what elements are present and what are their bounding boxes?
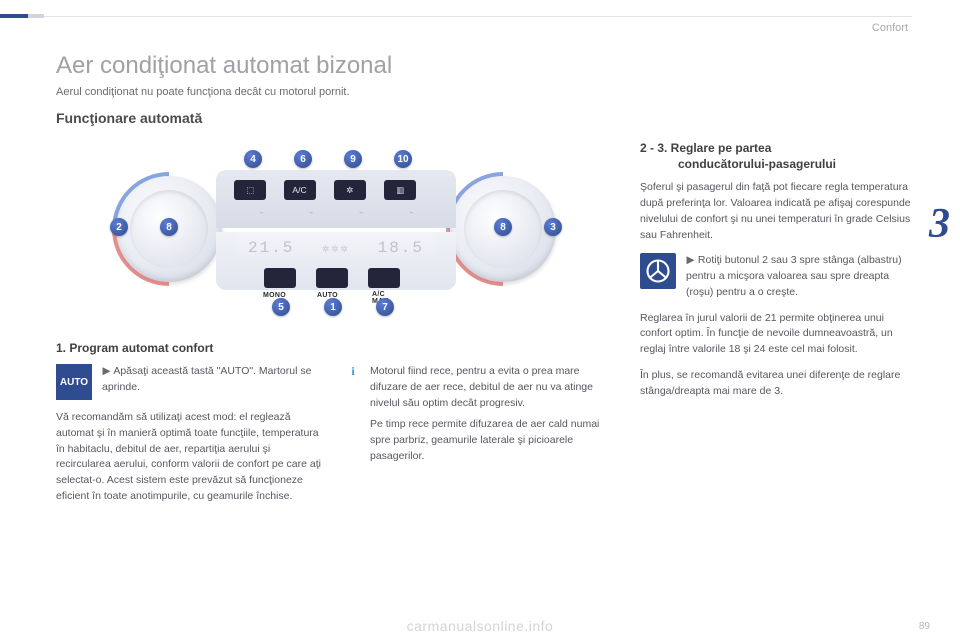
bubble-10: 10 xyxy=(394,150,412,168)
lcd-fan-icon: ✲✲✲ xyxy=(322,241,350,256)
info-block: i Motorul fiind rece, pentru a evita o p… xyxy=(346,364,616,475)
bubble-8a: 8 xyxy=(160,218,178,236)
bubble-3: 3 xyxy=(544,218,562,236)
section23-body3: În plus, se recomandă evitarea unei dife… xyxy=(640,368,916,400)
defrost-rear-icon: ▥ xyxy=(384,180,416,200)
info-para2: Pe timp rece permite difuzarea de aer ca… xyxy=(370,417,616,464)
acmax-button xyxy=(368,268,400,288)
page-number: 89 xyxy=(919,621,930,632)
faint-icon: ⌁ xyxy=(309,208,314,217)
section1-heading: 1. Program automat confort xyxy=(56,340,616,356)
mono-button xyxy=(264,268,296,288)
auto-instruction: AUTO ▶ Apăsaţi această tastă "AUTO". Mar… xyxy=(56,364,326,400)
faint-icon: ⌁ xyxy=(409,208,414,217)
page-title: Aer condiţionat automat bizonal xyxy=(56,52,916,80)
subtitle: Aerul condiţionat nu poate funcţiona dec… xyxy=(56,86,916,98)
bubble-8b: 8 xyxy=(494,218,512,236)
bubble-6: 6 xyxy=(294,150,312,168)
section23-body1: Şoferul şi pasagerul din faţă pot fiecar… xyxy=(640,180,916,243)
content: Aer condiţionat automat bizonal Aerul co… xyxy=(56,52,916,616)
auto-button xyxy=(316,268,348,288)
info-para1: Motorul fiind rece, pentru a evita o pre… xyxy=(370,364,616,411)
bubble-1: 1 xyxy=(324,298,342,316)
defrost-front-icon: ⬚ xyxy=(234,180,266,200)
page: Confort 3 carmanualsonline.info 89 Aer c… xyxy=(0,0,960,640)
climate-diagram: ⬚ A/C ✲ ▥ ⌁ ⌁ ⌁ ⌁ 21.5 ✲✲✲ 18.5 xyxy=(116,136,556,326)
section23-heading: 2 - 3. Reglare pe partea conducătorului-… xyxy=(640,140,916,172)
category-label: Confort xyxy=(872,22,908,34)
rotate-instruction: ▶ Rotiţi butonul 2 sau 3 spre stânga (al… xyxy=(640,253,916,300)
center-panel: ⬚ A/C ✲ ▥ ⌁ ⌁ ⌁ ⌁ 21.5 ✲✲✲ 18.5 xyxy=(216,170,456,290)
section1-bullet: Apăsaţi această tastă "AUTO". Martorul s… xyxy=(102,365,311,393)
chapter-number: 3 xyxy=(929,200,950,248)
watermark: carmanualsonline.info xyxy=(407,618,554,634)
bubble-2: 2 xyxy=(110,218,128,236)
lcd-right-temp: 18.5 xyxy=(378,239,424,257)
left-column: Funcţionare automată ⬚ A/C ✲ ▥ ⌁ xyxy=(56,110,616,515)
fan-button: ✲ xyxy=(334,180,366,200)
bubble-9: 9 xyxy=(344,150,362,168)
lcd-left-temp: 21.5 xyxy=(248,239,294,257)
dial-knob-icon xyxy=(640,253,676,289)
top-bar xyxy=(0,14,960,18)
bubble-5: 5 xyxy=(272,298,290,316)
auto-icon: AUTO xyxy=(56,364,92,400)
section23-body2: Reglarea în jurul valorii de 21 permite … xyxy=(640,311,916,358)
section23-bullet: Rotiţi butonul 2 sau 3 spre stânga (alba… xyxy=(686,254,902,298)
faint-icon: ⌁ xyxy=(259,208,264,217)
info-icon: i xyxy=(346,364,360,378)
section1-body: Vă recomandăm să utilizaţi acest mod: el… xyxy=(56,410,326,505)
faint-icon: ⌁ xyxy=(359,208,364,217)
bubble-7: 7 xyxy=(376,298,394,316)
section-heading-auto: Funcţionare automată xyxy=(56,110,616,126)
lcd-display: 21.5 ✲✲✲ 18.5 xyxy=(236,232,436,264)
bubble-4: 4 xyxy=(244,150,262,168)
ac-button: A/C xyxy=(284,180,316,200)
right-column: 2 - 3. Reglare pe partea conducătorului-… xyxy=(640,140,916,515)
